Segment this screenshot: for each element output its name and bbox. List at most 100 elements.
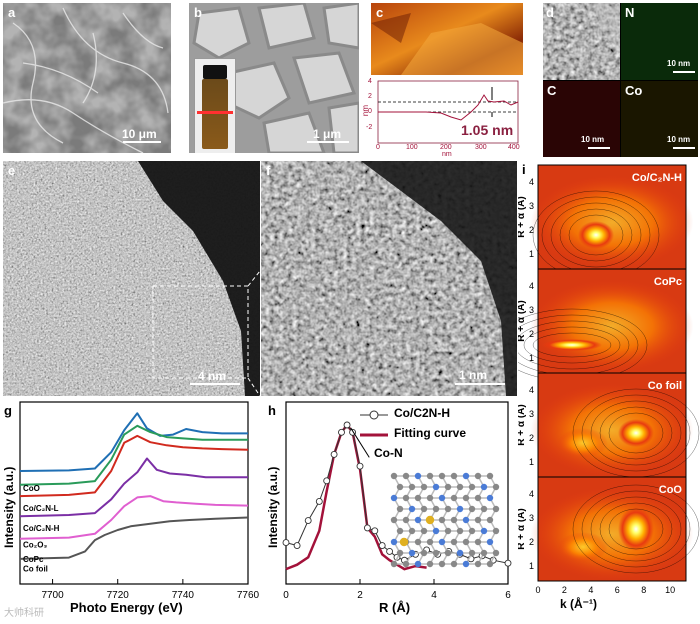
y-tick-label: 2	[529, 433, 534, 443]
xtick-400: 400	[508, 144, 520, 151]
atom	[408, 527, 416, 535]
y-tick-label: 3	[529, 409, 534, 419]
x-tick-label: 2	[357, 590, 363, 601]
atom	[432, 549, 440, 557]
xtick-300: 300	[475, 144, 487, 151]
atom	[450, 494, 458, 502]
atom	[492, 527, 500, 535]
atom	[414, 560, 422, 568]
xtick-0: 0	[376, 144, 380, 151]
atom	[426, 538, 434, 546]
scale-label: 4 nm	[198, 369, 227, 383]
atom	[396, 505, 404, 513]
panel-label-e: e	[8, 163, 16, 178]
y-unit: nm	[361, 104, 371, 117]
scale-bar	[123, 141, 161, 143]
atom	[492, 483, 500, 491]
atom	[390, 538, 398, 546]
series-line-3	[19, 457, 248, 518]
panel-label-d: d	[546, 5, 554, 20]
atom	[420, 527, 428, 535]
ytick-2: 2	[368, 93, 372, 100]
y-axis-label: R + α (Å)	[518, 300, 527, 341]
atom	[402, 494, 410, 502]
x-tick-label: 6	[615, 585, 620, 595]
data-point	[371, 527, 379, 535]
wavelet-subplot-2: Co foil 1 2 3 4R + α (Å)	[514, 372, 700, 478]
panel-i-wavelet: i Co/C₂N-H1234R + α (Å)CoPc1234R + α (Å)…	[496, 161, 700, 617]
ytick-neg2: -2	[366, 124, 373, 131]
y-tick-label: 1	[529, 353, 534, 363]
atom	[396, 549, 404, 557]
y-tick-label: 4	[529, 177, 534, 187]
x-tick-label: 7720	[107, 590, 130, 601]
annotation-arrow	[350, 427, 370, 458]
y-tick-label: 4	[529, 281, 534, 291]
panel-h-exafs: h 0 2 4 6 Intensity (a.u.) R (Å) Co/C2N-H F…	[262, 398, 518, 619]
atom	[480, 505, 488, 513]
panel-a-sem-image: a 10 μm	[3, 3, 171, 153]
atom	[450, 560, 458, 568]
atom	[468, 483, 476, 491]
data-point	[504, 559, 512, 567]
step-height-label: 1.05 nm	[461, 122, 514, 138]
atom	[390, 560, 398, 568]
panel-label-g: g	[4, 403, 12, 418]
atom	[486, 516, 494, 524]
x-unit: nm	[442, 151, 452, 158]
wavelet-subplot-3: CoO 1 2 3 4R + α (Å)	[514, 476, 700, 582]
cobalt-map: Co 10 nm	[621, 81, 698, 157]
scale-label: 1 μm	[313, 127, 342, 141]
wavelet-subplot-0: Co/C₂N-H 1 2 3 4R + α (Å)	[514, 164, 694, 280]
panel-label-a: a	[8, 5, 16, 20]
panel-g-xanes: g 7700 7720 7740 7760 CoO Co/C₂N-L Co/C₂N-H Co₂…	[0, 398, 262, 619]
atom	[444, 483, 452, 491]
panel-label-f: f	[266, 163, 271, 178]
atom	[390, 516, 398, 524]
atom	[462, 538, 470, 546]
atom	[474, 538, 482, 546]
xtick-100: 100	[406, 144, 418, 151]
x-tick-label: 7740	[172, 590, 195, 601]
atom	[462, 516, 470, 524]
y-tick-label: 2	[529, 329, 534, 339]
wavelet-subplot-1: CoPc 1 2 3 4R + α (Å)	[496, 268, 694, 382]
x-tick-label: 4	[431, 590, 437, 601]
y-tick-label: 3	[529, 305, 534, 315]
data-point	[323, 477, 331, 485]
atom	[492, 505, 500, 513]
y-tick-label: 4	[529, 385, 534, 395]
x-tick-label: 2	[562, 585, 567, 595]
atom	[402, 516, 410, 524]
atom	[474, 472, 482, 480]
haadf-map	[543, 3, 620, 80]
scale-bar	[455, 383, 505, 385]
data-point	[293, 542, 301, 549]
x-tick-label: 8	[641, 585, 646, 595]
y-tick-label: 1	[529, 249, 534, 259]
scale-label: 10 μm	[122, 127, 157, 141]
xanes-chart: 7700 7720 7740 7760 CoO Co/C₂N-L Co/C₂N-H Co₂O₃…	[19, 401, 260, 601]
y-tick-label: 3	[529, 513, 534, 523]
data-point	[338, 428, 345, 436]
x-axis-label: Photo Energy (eV)	[70, 600, 183, 615]
atom	[414, 538, 422, 546]
atom	[432, 527, 440, 535]
carbon-map: C 10 nm	[543, 81, 620, 157]
panel-e-haadf: e 4 nm	[3, 161, 260, 396]
atom	[444, 527, 452, 535]
y-axis-label: R + α (Å)	[518, 404, 527, 445]
series-label-2: Co/C₂N-H	[23, 524, 60, 533]
plot-frame	[19, 401, 249, 585]
atom	[420, 483, 428, 491]
scale-bar	[190, 383, 240, 385]
subplot-title-2: Co foil	[648, 380, 682, 392]
nitrogen-map: N 10 nm	[621, 3, 698, 80]
atom	[480, 549, 488, 557]
x-tick-label: 0	[283, 590, 289, 601]
series-line-0	[19, 412, 248, 472]
atom	[462, 560, 470, 568]
atom	[402, 560, 410, 568]
subplot-title-3: CoO	[659, 484, 683, 496]
map-element-Co: Co	[625, 83, 643, 98]
